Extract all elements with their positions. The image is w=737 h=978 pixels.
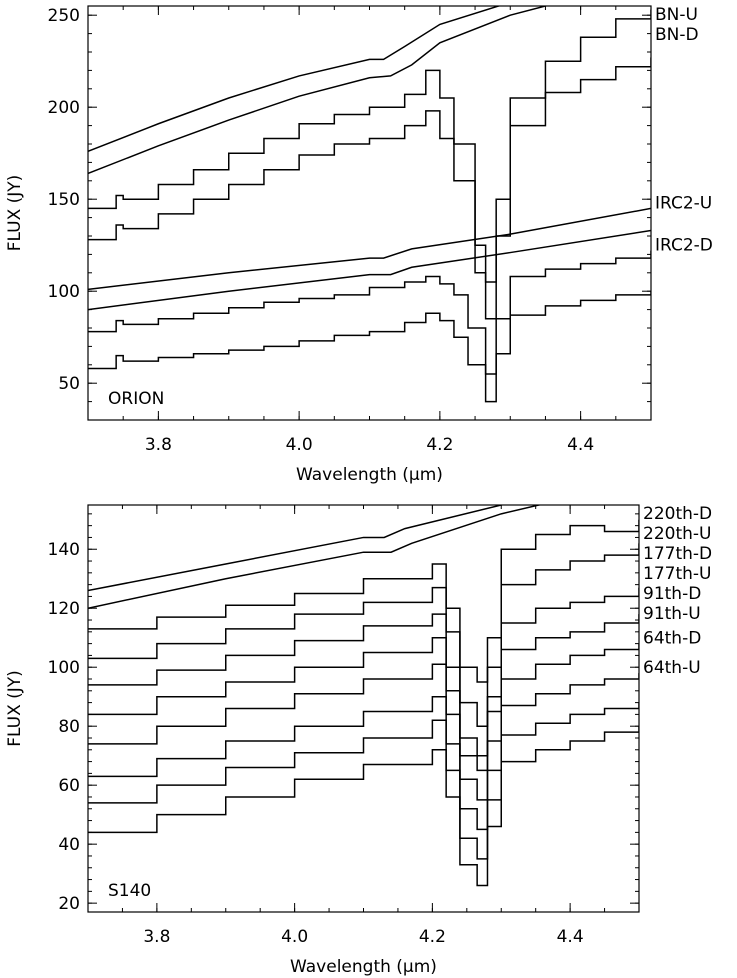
series-line-220th-u xyxy=(88,505,543,609)
series-line-irc2-d xyxy=(88,250,651,375)
x-tick-label: 4.2 xyxy=(426,435,453,455)
x-tick-label: 4.4 xyxy=(557,927,584,947)
y-tick-label: 140 xyxy=(48,540,80,560)
y-tick-label: 200 xyxy=(48,98,80,118)
x-tick-label: 3.8 xyxy=(143,927,170,947)
y-axis-label: FLUX (JY) xyxy=(5,175,25,252)
chart-panel-2: 3.8 4.0 4.2 4.4 20 40 60 80 100 120 140 Wavelength … xyxy=(5,504,712,977)
series-line-bn-d xyxy=(88,9,651,283)
y-tick-label: 100 xyxy=(48,658,80,678)
series-line-unlabeled-5 xyxy=(88,229,651,311)
x-tick-label: 4.0 xyxy=(286,435,313,455)
series-label: IRC2-U xyxy=(655,193,712,213)
x-tick-label: 4.2 xyxy=(419,927,446,947)
y-tick-label: 40 xyxy=(58,835,80,855)
chart-panel-1: 3.8 4.0 4.2 4.4 50 100 150 200 250 Wavelength (μm… xyxy=(5,5,713,485)
series-line-unlabeled-9 xyxy=(88,726,639,887)
x-axis-label: Wavelength (μm) xyxy=(296,465,443,485)
series-line-unlabeled-7 xyxy=(88,291,651,403)
series-label: 91th-D xyxy=(643,584,701,604)
series-line-220th-d xyxy=(88,505,505,592)
plot-frame xyxy=(87,504,640,913)
x-tick-label: 4.0 xyxy=(281,927,308,947)
series-label: 177th-D xyxy=(643,544,712,564)
series-label: 64th-D xyxy=(643,629,701,649)
series-label: 91th-U xyxy=(643,604,701,624)
series-label: IRC2-D xyxy=(655,236,713,256)
series-label: BN-D xyxy=(655,25,699,45)
x-tick-label: 4.4 xyxy=(567,435,594,455)
series-line-unlabeled-3 xyxy=(88,57,651,320)
y-axis-label: FLUX (JY) xyxy=(5,670,25,747)
series-group xyxy=(88,6,651,403)
y-tick-label: 250 xyxy=(48,6,80,26)
y-tick-label: 100 xyxy=(48,282,80,302)
series-line-irc2-u xyxy=(88,207,651,291)
y-tick-label: 60 xyxy=(58,776,80,796)
y-tick-label: 50 xyxy=(58,374,80,394)
series-label: BN-U xyxy=(655,5,698,25)
y-tick-label: 120 xyxy=(48,599,80,619)
series-label: 64th-U xyxy=(643,658,701,678)
panel-label: S140 xyxy=(108,881,151,901)
x-axis-label: Wavelength (μm) xyxy=(290,957,437,977)
series-line-bn-u xyxy=(88,6,502,153)
series-label: 220th-D xyxy=(643,504,712,524)
y-tick-label: 80 xyxy=(58,717,80,737)
series-label: 177th-U xyxy=(643,564,711,584)
x-tick-label: 3.8 xyxy=(145,435,172,455)
series-label: 220th-U xyxy=(643,524,711,544)
panel-label: ORION xyxy=(108,389,164,409)
series-group xyxy=(88,505,639,887)
y-tick-label: 150 xyxy=(48,190,80,210)
y-tick-label: 20 xyxy=(58,894,80,914)
series-line-unlabeled-1 xyxy=(88,6,549,175)
